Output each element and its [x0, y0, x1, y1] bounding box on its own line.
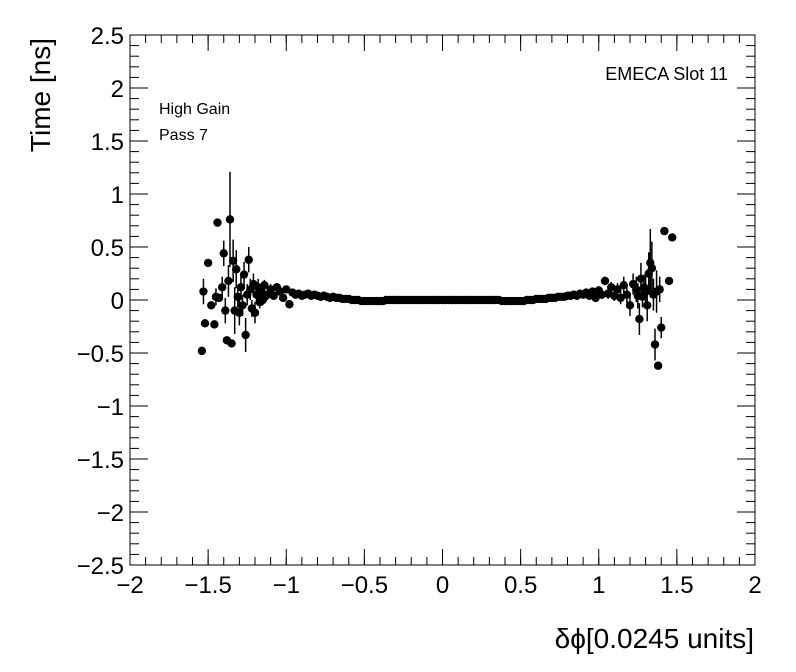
y-tick-label: 0: [111, 288, 124, 315]
data-point: [238, 301, 247, 310]
data-point: [227, 339, 236, 348]
x-tick-label: −2: [116, 572, 143, 599]
data-point: [224, 276, 233, 286]
y-tick-labels: −2.5 −2 −1.5 −1 −0.5 0 0.5 1 1.5 2 2.5: [77, 23, 124, 580]
y-tick-label: 2.5: [91, 23, 124, 50]
data-point: [622, 290, 632, 299]
x-tick-label: −1: [273, 572, 300, 599]
x-tick-label: 1: [592, 572, 605, 599]
y-tick-label: −2.5: [77, 553, 124, 580]
data-point: [210, 320, 219, 329]
data-point: [213, 218, 222, 227]
data-point: [244, 255, 253, 264]
x-tick-label: −1.5: [184, 572, 231, 599]
data-point: [236, 283, 246, 292]
gain-annotation: High Gain: [159, 101, 230, 118]
data-point: [219, 249, 228, 258]
data-point: [635, 314, 644, 324]
data-point: [203, 258, 213, 268]
data-point: [217, 283, 227, 292]
data-markers: [197, 215, 677, 370]
data-point: [225, 215, 235, 224]
x-tick-label: 2: [748, 572, 761, 599]
y-tick-label: −0.5: [77, 341, 124, 368]
y-tick-label: −1: [97, 394, 124, 421]
data-point: [269, 291, 278, 300]
x-tick-label: −0.5: [341, 572, 388, 599]
data-point: [257, 287, 266, 296]
data-point: [647, 264, 657, 273]
data-point: [636, 274, 646, 283]
data-point: [655, 285, 664, 294]
x-tick-label: 0.5: [504, 572, 537, 599]
data-point: [591, 293, 600, 303]
data-point: [260, 280, 269, 290]
data-point: [235, 308, 244, 317]
data-point: [241, 330, 250, 340]
data-point: [650, 340, 660, 349]
data-point: [214, 293, 224, 303]
y-tick-label: 1: [111, 182, 124, 209]
data-point: [228, 256, 238, 265]
data-point: [207, 301, 216, 310]
data-point: [200, 319, 210, 328]
data-point: [619, 280, 628, 290]
x-tick-label: 1.5: [660, 572, 693, 599]
data-point: [278, 293, 288, 303]
data-point: [600, 276, 610, 286]
data-point: [197, 346, 207, 356]
data-point: [657, 323, 666, 332]
data-point: [616, 293, 625, 303]
data-point: [239, 270, 249, 279]
y-axis-label: Time [ns]: [25, 38, 56, 152]
data-point: [653, 361, 663, 370]
y-tick-label: −2: [97, 500, 124, 527]
data-point: [221, 306, 230, 315]
data-point: [664, 276, 674, 286]
data-point: [285, 300, 294, 309]
data-point: [642, 301, 652, 310]
data-point: [199, 287, 208, 296]
y-tick-label: −1.5: [77, 447, 124, 474]
data-point: [588, 287, 597, 296]
data-point: [233, 292, 243, 302]
x-axis-label: δϕ[0.0245 units]: [555, 623, 754, 654]
x-tick-label: 0: [436, 572, 449, 599]
major-ticks: [129, 34, 756, 566]
data-point: [667, 233, 677, 242]
data-point: [641, 287, 650, 296]
pass-annotation: Pass 7: [159, 127, 208, 144]
data-point: [282, 285, 291, 294]
data-point: [625, 301, 635, 310]
y-tick-label: 0.5: [91, 235, 124, 262]
data-point: [597, 290, 607, 299]
data-point: [632, 285, 641, 294]
y-tick-label: 2: [111, 76, 124, 103]
x-tick-labels: −2 −1.5 −1 −0.5 0 0.5 1 1.5 2: [116, 572, 761, 599]
data-point: [660, 226, 669, 236]
data-point: [250, 308, 260, 317]
y-tick-label: 1.5: [91, 129, 124, 156]
data-point: [613, 285, 622, 294]
data-point: [232, 265, 241, 274]
slot-annotation: EMECA Slot 11: [605, 64, 728, 84]
